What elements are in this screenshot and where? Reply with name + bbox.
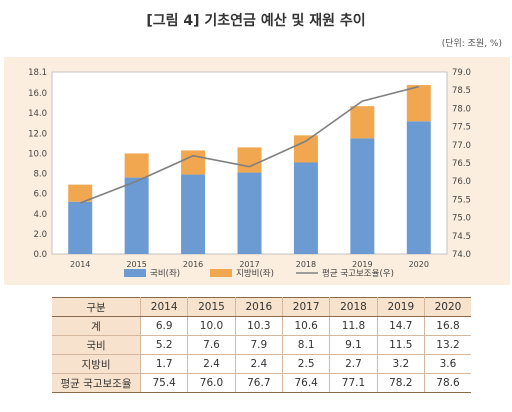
table-cell: 76.7 <box>234 373 283 393</box>
combo-chart: 0.0 2.0 4.0 6.0 8.0 10.0 12.0 14.0 16.0 18.1 74.0 7… <box>28 68 471 279</box>
x-tick-label: 2018 <box>296 260 316 269</box>
table-cell: 평균 국고보조율 <box>52 373 141 393</box>
table-header-cell: 2019 <box>376 297 425 317</box>
bar-segment <box>293 135 318 163</box>
table-cell: 11.8 <box>329 316 378 336</box>
bar-segment <box>124 177 149 254</box>
bar-segment <box>406 121 431 254</box>
legend-label: 평균 국고보조율(우) <box>322 268 394 279</box>
right-tick-label: 75.5 <box>452 195 471 205</box>
table-cell: 16.8 <box>423 316 471 336</box>
left-tick-label: 10.0 <box>28 149 47 159</box>
table-cell: 2.4 <box>234 354 283 374</box>
left-tick-label: 12.0 <box>28 129 47 139</box>
x-tick-label: 2016 <box>183 260 203 269</box>
legend-label: 국비(좌) <box>150 269 180 279</box>
table-header-row: 구분 2014 2015 2016 2017 2018 2019 2020 <box>52 297 471 317</box>
table-cell: 9.1 <box>329 335 378 355</box>
table-cell: 77.1 <box>329 373 378 393</box>
bar-segment <box>124 153 149 178</box>
table-row: 국비 5.2 7.6 7.9 8.1 9.1 11.5 13.2 <box>52 335 471 355</box>
table-cell: 75.4 <box>139 373 189 393</box>
table-header-cell: 2014 <box>139 297 189 317</box>
table-cell: 10.6 <box>281 316 331 336</box>
left-tick-label: 2.0 <box>33 230 47 240</box>
table-cell: 76.4 <box>281 373 331 393</box>
table-row: 평균 국고보조율 75.4 76.0 76.7 76.4 77.1 78.2 7… <box>52 373 471 393</box>
left-tick-label: 14.0 <box>28 109 47 119</box>
table-cell: 8.1 <box>281 335 331 355</box>
bar-segment <box>68 184 93 202</box>
table-cell: 2.4 <box>187 354 236 374</box>
right-tick-label: 75.0 <box>452 214 471 224</box>
bar-segment <box>237 172 262 254</box>
bar-segment <box>68 201 93 254</box>
chart-panel: 0.0 2.0 4.0 6.0 8.0 10.0 12.0 14.0 16.0 18.1 74.0 7… <box>4 57 510 285</box>
table-header-cell: 2018 <box>329 297 378 317</box>
table-cell: 1.7 <box>139 354 189 374</box>
bar-segment <box>237 147 262 173</box>
table-row: 계 6.9 10.0 10.3 10.6 11.8 14.7 16.8 <box>52 316 471 336</box>
table-header-cell: 2015 <box>187 297 236 317</box>
right-tick-label: 76.5 <box>452 159 471 169</box>
table-header-cell: 구분 <box>52 297 141 317</box>
left-tick-label: 0.0 <box>33 250 47 260</box>
table-cell: 6.9 <box>139 316 189 336</box>
table-cell: 3.6 <box>423 354 471 374</box>
table-cell: 10.3 <box>234 316 283 336</box>
left-tick-label: 16.0 <box>28 89 47 99</box>
bar-segment <box>181 174 206 254</box>
legend-label: 지방비(좌) <box>236 268 274 279</box>
left-tick-label: 8.0 <box>33 170 47 180</box>
chart-title: [그림 4] 기초연금 예산 및 재원 추이 <box>146 13 366 29</box>
table-cell: 2.7 <box>329 354 378 374</box>
table-row: 지방비 1.7 2.4 2.4 2.5 2.7 3.2 3.6 <box>52 354 471 374</box>
series-line <box>79 85 419 204</box>
x-tick-label: 2020 <box>409 260 429 269</box>
left-tick-label: 6.0 <box>33 190 47 200</box>
right-tick-label: 74.5 <box>452 232 471 242</box>
left-tick-label: 4.0 <box>33 210 47 220</box>
bar-segment <box>406 85 431 122</box>
table-cell: 13.2 <box>423 335 471 355</box>
bar-segment <box>350 106 375 139</box>
legend-swatch <box>210 269 232 277</box>
table-cell: 14.7 <box>376 316 425 336</box>
table-cell: 7.9 <box>234 335 283 355</box>
table-header-cell: 2017 <box>281 297 331 317</box>
table-cell: 3.2 <box>376 354 425 374</box>
table-cell: 5.2 <box>139 335 189 355</box>
x-tick-label: 2017 <box>239 260 259 269</box>
table-header-cell: 2020 <box>423 297 471 317</box>
table-header-cell: 2016 <box>234 297 283 317</box>
right-tick-label: 76.0 <box>452 177 471 187</box>
right-tick-label: 74.0 <box>452 250 471 260</box>
bar-segment <box>181 150 206 175</box>
right-tick-label: 77.0 <box>452 141 471 151</box>
legend-swatch <box>124 269 146 277</box>
left-tick-label: 18.1 <box>28 68 47 78</box>
table-cell: 10.0 <box>187 316 236 336</box>
x-tick-label: 2019 <box>352 260 372 269</box>
table-cell: 7.6 <box>187 335 236 355</box>
data-table: 구분 2014 2015 2016 2017 2018 2019 2020 계 … <box>52 297 471 393</box>
table-cell: 78.2 <box>376 373 425 393</box>
right-tick-label: 79.0 <box>452 68 471 78</box>
table-cell: 2.5 <box>281 354 331 374</box>
table-cell: 국비 <box>52 335 141 355</box>
table-cell: 11.5 <box>376 335 425 355</box>
unit-label: (단위: 조원, %) <box>441 39 502 49</box>
table-cell: 지방비 <box>52 354 141 374</box>
x-tick-label: 2014 <box>70 260 90 269</box>
right-tick-label: 78.5 <box>452 86 471 96</box>
bar-segment <box>293 162 318 254</box>
right-tick-label: 77.5 <box>452 123 471 133</box>
table-cell: 78.6 <box>423 373 471 393</box>
table-cell: 계 <box>52 316 141 336</box>
right-tick-label: 78.0 <box>452 104 471 114</box>
bar-segment <box>350 138 375 254</box>
table-cell: 76.0 <box>187 373 236 393</box>
x-tick-label: 2015 <box>126 260 146 269</box>
